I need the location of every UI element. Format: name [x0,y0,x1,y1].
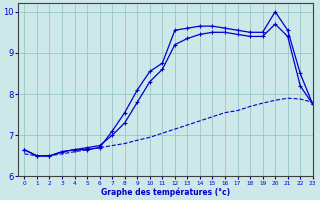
X-axis label: Graphe des températures (°c): Graphe des températures (°c) [101,187,230,197]
